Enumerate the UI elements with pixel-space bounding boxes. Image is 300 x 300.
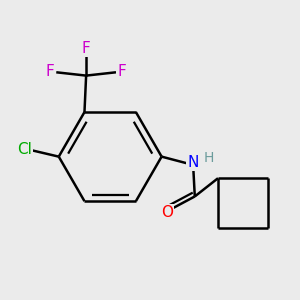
Text: Cl: Cl bbox=[17, 142, 32, 157]
Text: H: H bbox=[204, 151, 214, 165]
Text: N: N bbox=[188, 155, 199, 170]
Text: F: F bbox=[46, 64, 55, 79]
Text: F: F bbox=[82, 40, 91, 56]
Text: F: F bbox=[118, 64, 126, 79]
Text: O: O bbox=[161, 205, 173, 220]
